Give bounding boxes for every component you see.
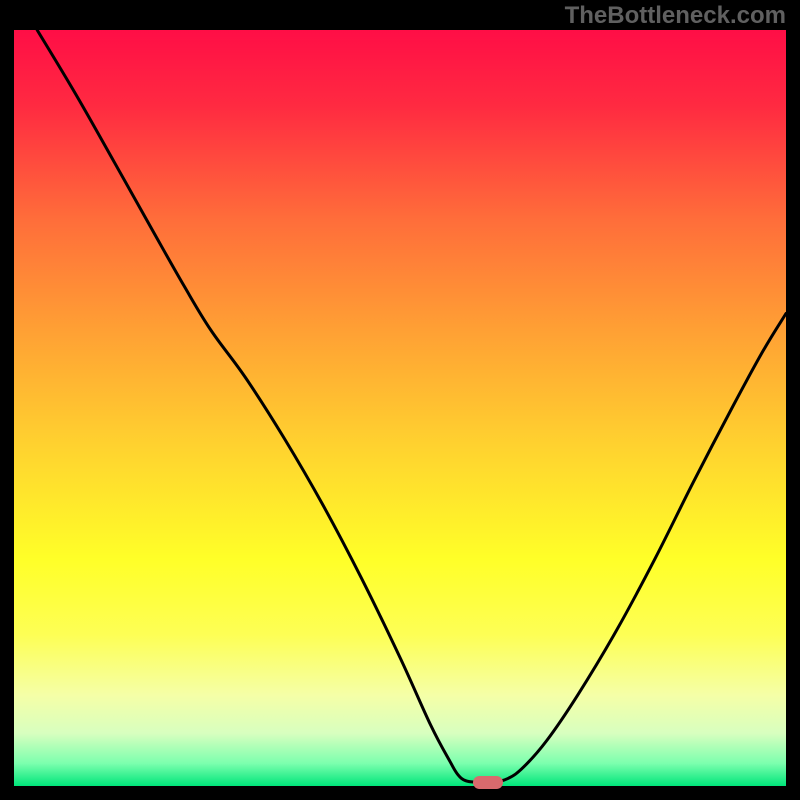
optimal-point-marker [473, 776, 503, 789]
gradient-background [14, 30, 786, 786]
watermark-text: TheBottleneck.com [565, 2, 786, 30]
